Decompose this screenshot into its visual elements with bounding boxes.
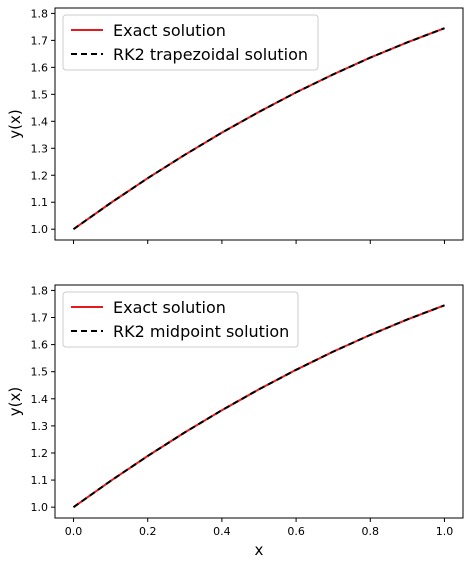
legend-box <box>62 14 319 71</box>
y-tick-label: 1.8 <box>31 284 49 297</box>
y-tick-label: 1.7 <box>31 34 49 47</box>
x-tick-label: 0.4 <box>213 525 231 538</box>
axes-frame <box>54 284 464 519</box>
axes-frame <box>54 7 464 241</box>
series-line-rk2 <box>72 27 445 231</box>
y-tick-label: 1.6 <box>31 339 49 352</box>
legend-label: RK2 midpoint solution <box>113 322 289 341</box>
legend-label: RK2 trapezoidal solution <box>113 45 308 64</box>
y-tick-label: 1.2 <box>31 447 49 460</box>
chart-panel-2: 1.0 1.1 1.2 1.3 1.4 1.5 1.6 1.7 1.8 0.0 0.2 0.4 0.6 0… <box>6 284 464 559</box>
chart-panel-1: 1.0 1.1 1.2 1.3 1.4 1.5 1.6 1.7 1.8 y(x) Exact sol… <box>6 7 464 244</box>
y-tick-label: 1.5 <box>31 88 49 101</box>
y-tick-label: 1.2 <box>31 169 49 182</box>
y-tick-label: 1.3 <box>31 142 49 155</box>
x-tick-label: 0.0 <box>65 525 83 538</box>
y-tick-label: 1.0 <box>31 501 49 514</box>
y-tick-label: 1.0 <box>31 223 49 236</box>
legend-box <box>62 291 299 348</box>
legend-label: Exact solution <box>113 21 226 40</box>
x-tick-label: 1.0 <box>436 525 454 538</box>
x-tick-label: 0.8 <box>362 525 380 538</box>
x-tick-label: 0.2 <box>139 525 157 538</box>
y-tick-label: 1.4 <box>31 115 49 128</box>
series-line-rk2 <box>72 304 445 509</box>
y-axis-label: y(x) <box>6 109 24 138</box>
y-tick-label: 1.8 <box>31 7 49 20</box>
y-tick-label: 1.1 <box>31 474 49 487</box>
legend-label: Exact solution <box>113 298 226 317</box>
x-axis-label: x <box>255 541 264 559</box>
y-tick-label: 1.1 <box>31 196 49 209</box>
y-tick-label: 1.6 <box>31 61 49 74</box>
y-tick-label: 1.7 <box>31 312 49 325</box>
y-tick-label: 1.4 <box>31 393 49 406</box>
y-tick-label: 1.5 <box>31 366 49 379</box>
x-tick-label: 0.6 <box>287 525 305 538</box>
y-tick-label: 1.3 <box>31 420 49 433</box>
y-axis-label: y(x) <box>6 387 24 416</box>
